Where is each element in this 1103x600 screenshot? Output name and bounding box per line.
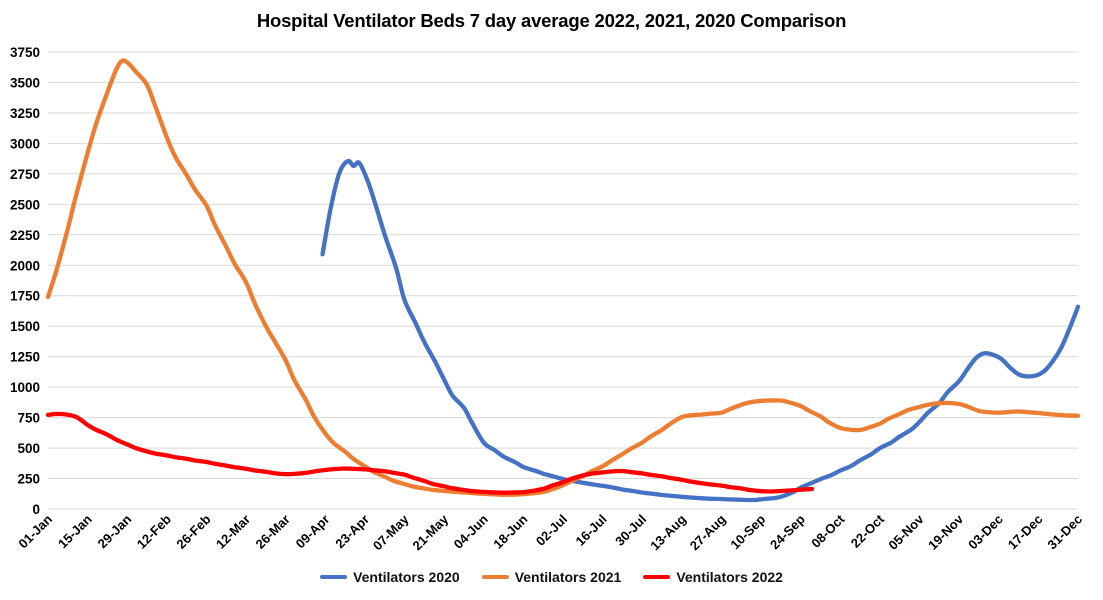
x-axis-label: 18-Jun (490, 511, 530, 551)
x-axis-label: 09-Apr (293, 512, 333, 552)
y-axis-label: 1750 (10, 289, 40, 304)
y-axis-label: 1250 (10, 350, 40, 365)
x-axis-label: 29-Jan (95, 511, 135, 551)
series-line-ventilators-2022[interactable] (45, 411, 815, 495)
x-axis-label: 12-Feb (134, 511, 174, 551)
x-axis-label: 03-Dec (965, 512, 1006, 553)
legend-label: Ventilators 2021 (514, 569, 622, 585)
x-axis-label: 07-May (370, 511, 412, 553)
x-axis-label: 31-Dec (1044, 512, 1085, 553)
y-axis-label: 3750 (10, 45, 40, 60)
x-axis-label: 30-Jul (612, 512, 649, 549)
x-axis-label: 12-Mar (213, 512, 253, 552)
y-axis-label: 2750 (10, 167, 40, 182)
x-axis-label: 26-Mar (253, 512, 293, 552)
x-axis-label: 01-Jan (15, 511, 55, 551)
y-axis-label: 2250 (10, 228, 40, 243)
x-axis-label: 26-Feb (173, 511, 213, 551)
legend-swatch (481, 574, 509, 580)
x-axis-label: 19-Nov (925, 511, 967, 553)
y-axis-label: 1000 (10, 380, 40, 395)
x-axis-label: 13-Aug (647, 511, 689, 553)
x-axis-label: 24-Sep (767, 511, 808, 552)
chart-title: Hospital Ventilator Beds 7 day average 2… (256, 10, 847, 31)
y-axis-label: 750 (17, 411, 40, 426)
series-line-ventilators-2021[interactable] (45, 58, 1081, 497)
y-axis-label: 250 (17, 472, 40, 487)
x-axis-label: 17-Dec (1005, 512, 1046, 553)
y-axis-label: 0 (32, 502, 40, 517)
x-axis-label: 04-Jun (451, 511, 491, 551)
x-axis-label: 23-Apr (332, 512, 372, 552)
x-axis-label: 10-Sep (727, 511, 768, 552)
x-axis-label: 08-Oct (808, 511, 848, 551)
legend-label: Ventilators 2020 (353, 569, 460, 585)
x-axis-label: 02-Jul (533, 512, 570, 549)
x-axis-label: 05-Nov (885, 511, 927, 553)
y-axis-label: 2000 (10, 258, 40, 273)
legend-label: Ventilators 2022 (676, 569, 783, 585)
x-axis-label: 16-Jul (573, 512, 610, 549)
x-axis-label: 21-May (410, 511, 452, 553)
legend-item-ventilators-2022[interactable]: Ventilators 2022 (643, 569, 783, 585)
y-axis-label: 1500 (10, 319, 40, 334)
y-axis-label: 2500 (10, 197, 40, 212)
y-axis-label: 3000 (10, 136, 40, 151)
x-axis-label: 22-Oct (848, 511, 888, 551)
chart-legend: Ventilators 2020 Ventilators 2021 Ventilat… (0, 569, 1103, 585)
legend-swatch (320, 574, 348, 580)
series-line-ventilators-2020[interactable] (320, 158, 1081, 503)
legend-swatch (643, 574, 671, 580)
x-axis-label: 27-Aug (687, 511, 729, 553)
legend-item-ventilators-2021[interactable]: Ventilators 2021 (481, 569, 622, 585)
y-axis-label: 3500 (10, 75, 40, 90)
y-axis-label: 500 (17, 441, 40, 456)
x-axis-label: 15-Jan (55, 511, 95, 551)
legend-item-ventilators-2020[interactable]: Ventilators 2020 (320, 569, 460, 585)
y-axis-label: 3250 (10, 106, 40, 121)
